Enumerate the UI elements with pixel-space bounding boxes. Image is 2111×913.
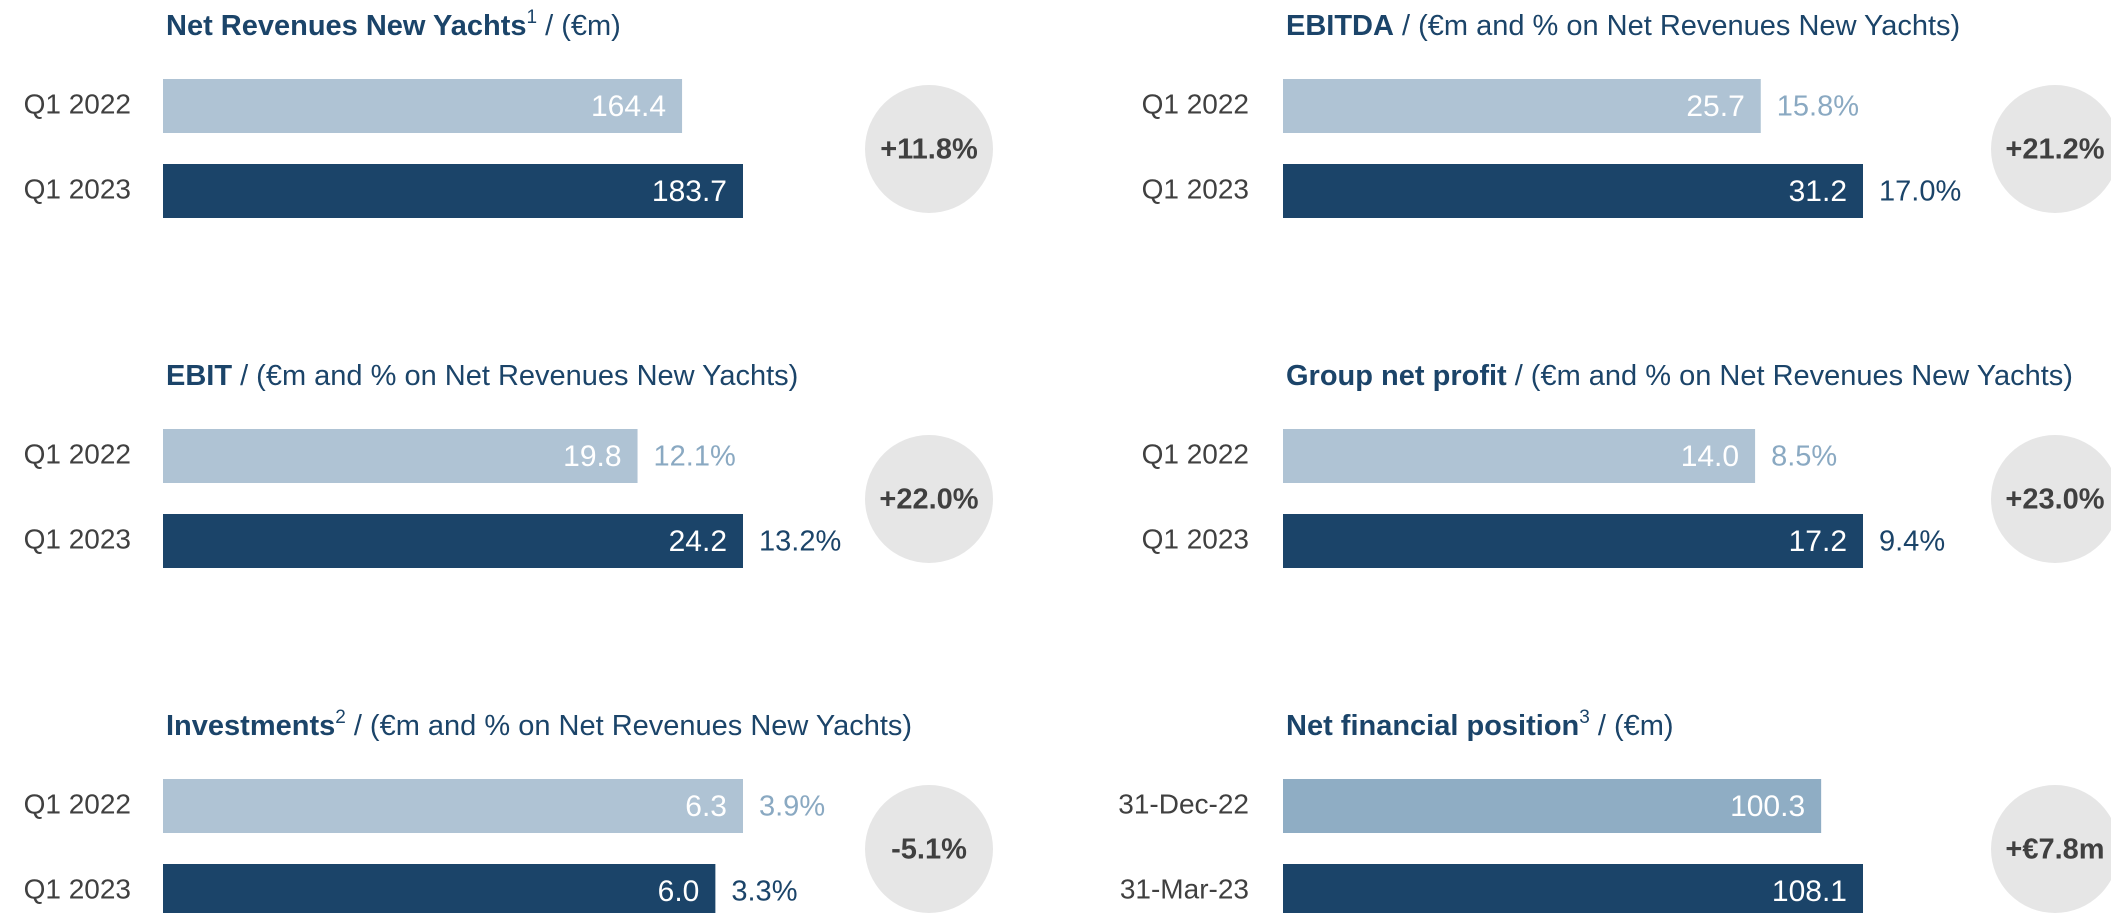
- margin-label: 3.3%: [731, 876, 797, 908]
- change-label: +22.0%: [879, 484, 978, 516]
- bar: [163, 429, 638, 483]
- category-label: 31-Mar-23: [1120, 873, 1249, 904]
- chart-title: Net financial position3 / (€m): [1286, 707, 1674, 742]
- margin-label: 9.4%: [1879, 526, 1945, 558]
- category-label: Q1 2023: [1142, 173, 1249, 204]
- change-badge: [1991, 435, 2111, 563]
- change-label: +21.2%: [2005, 134, 2104, 166]
- bar: [1283, 864, 1863, 913]
- bar: [163, 514, 743, 568]
- title-main: Net financial position: [1286, 710, 1579, 742]
- bar: [1283, 429, 1756, 483]
- bar: [1283, 779, 1822, 833]
- title-note: 1: [527, 7, 538, 28]
- category-label: Q1 2023: [24, 873, 131, 904]
- category-label: Q1 2023: [24, 523, 131, 554]
- category-label: Q1 2022: [1142, 88, 1249, 119]
- category-label: Q1 2023: [1142, 523, 1249, 554]
- margin-label: 12.1%: [654, 441, 736, 473]
- title-note: 2: [335, 707, 346, 728]
- value-label: 6.0: [658, 875, 700, 908]
- title-main: EBITDA: [1286, 10, 1394, 42]
- subtitle: / (€m): [545, 10, 621, 42]
- category-label: Q1 2022: [24, 438, 131, 469]
- chart: EBIT / (€m and % on Net Revenues New Yach…: [24, 360, 993, 568]
- title-main: Net Revenues New Yachts: [166, 10, 527, 42]
- chart-title: EBITDA / (€m and % on Net Revenues New Ya…: [1286, 10, 1960, 42]
- chart: Group net profit / (€m and % on Net Reven…: [1142, 360, 2111, 568]
- value-label: 108.1: [1772, 875, 1847, 908]
- category-label: 31-Dec-22: [1118, 788, 1249, 819]
- chart-title: Group net profit / (€m and % on Net Reven…: [1286, 360, 2073, 392]
- margin-label: 13.2%: [759, 526, 841, 558]
- margin-label: 17.0%: [1879, 176, 1961, 208]
- subtitle: / (€m and % on Net Revenues New Yachts): [240, 360, 798, 392]
- title-note: 3: [1579, 707, 1590, 728]
- change-badge: [865, 85, 993, 213]
- chart: Net Revenues New Yachts1 / (€m) Q1 2022 164…: [24, 7, 993, 218]
- value-label: 24.2: [669, 525, 727, 558]
- value-label: 6.3: [685, 790, 727, 823]
- change-badge: [865, 435, 993, 563]
- chart-title: Net Revenues New Yachts1 / (€m): [166, 7, 621, 42]
- chart: EBITDA / (€m and % on Net Revenues New Ya…: [1142, 10, 2111, 218]
- value-label: 14.0: [1681, 440, 1739, 473]
- margin-label: 3.9%: [759, 791, 825, 823]
- value-label: 100.3: [1730, 790, 1805, 823]
- value-label: 164.4: [591, 90, 666, 123]
- change-label: -5.1%: [891, 834, 967, 866]
- change-badge: [1991, 785, 2111, 913]
- change-badge: [1991, 85, 2111, 213]
- bar: [163, 779, 743, 833]
- bar: [163, 79, 683, 133]
- subtitle: / (€m): [1598, 710, 1674, 742]
- margin-label: 15.8%: [1777, 91, 1859, 123]
- title-main: Investments: [166, 710, 335, 742]
- title-main: Group net profit: [1286, 360, 1507, 392]
- value-label: 25.7: [1686, 90, 1744, 123]
- subtitle: / (€m and % on Net Revenues New Yachts): [1402, 10, 1960, 42]
- title-main: EBIT: [166, 360, 232, 392]
- change-badge: [865, 785, 993, 913]
- category-label: Q1 2022: [1142, 438, 1249, 469]
- bar: [1283, 79, 1761, 133]
- bar: [1283, 164, 1863, 218]
- category-label: Q1 2022: [24, 88, 131, 119]
- chart: Investments2 / (€m and % on Net Revenues …: [24, 707, 993, 913]
- change-label: +23.0%: [2005, 484, 2104, 516]
- chart: Net financial position3 / (€m) 31-Dec-22 10…: [1118, 707, 2111, 913]
- subtitle: / (€m and % on Net Revenues New Yachts): [354, 710, 912, 742]
- value-label: 19.8: [563, 440, 621, 473]
- chart-title: EBIT / (€m and % on Net Revenues New Yach…: [166, 360, 798, 392]
- category-label: Q1 2022: [24, 788, 131, 819]
- value-label: 17.2: [1789, 525, 1847, 558]
- value-label: 31.2: [1789, 175, 1847, 208]
- change-label: +€7.8m: [2005, 834, 2104, 866]
- bar: [1283, 514, 1863, 568]
- change-label: +11.8%: [880, 134, 978, 166]
- bar: [163, 164, 743, 218]
- value-label: 183.7: [652, 175, 727, 208]
- chart-title: Investments2 / (€m and % on Net Revenues …: [166, 707, 912, 742]
- category-label: Q1 2023: [24, 173, 131, 204]
- bar: [163, 864, 716, 913]
- subtitle: / (€m and % on Net Revenues New Yachts): [1515, 360, 2073, 392]
- margin-label: 8.5%: [1771, 441, 1837, 473]
